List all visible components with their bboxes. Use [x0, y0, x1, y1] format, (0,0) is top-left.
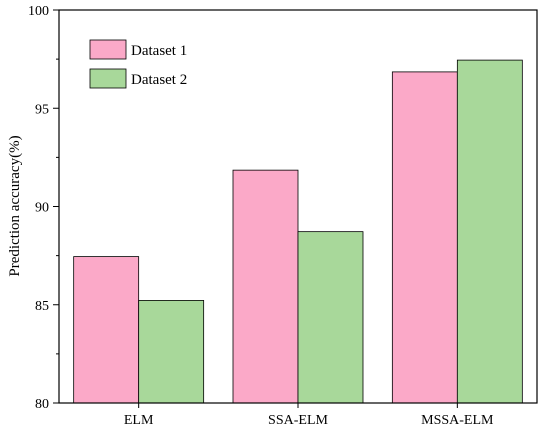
plot-frame: [58, 9, 538, 404]
bar-ssa-elm-series-1: [232, 169, 299, 404]
bar-mssa-elm-series-1: [391, 71, 458, 404]
x-tick-label: SSA-ELM: [268, 413, 328, 428]
legend: Dataset 1 Dataset 2: [89, 39, 187, 89]
bars-group: [73, 59, 523, 404]
x-tick-label: ELM: [124, 413, 154, 428]
ticks-group: ELM SSA-ELM MSSA-ELM 80 85 90 95 100: [28, 4, 494, 428]
y-tick-label: 95: [35, 102, 49, 117]
legend-swatch-series-2: [89, 68, 127, 89]
x-tick-label: MSSA-ELM: [421, 413, 494, 428]
y-tick-label: 85: [35, 299, 49, 314]
bar-mssa-elm-series-2: [456, 59, 523, 404]
legend-label-series-1: Dataset 1: [131, 43, 187, 59]
bar-elm-series-2: [138, 300, 205, 404]
legend-label-series-2: Dataset 2: [131, 72, 187, 88]
y-tick-label: 100: [28, 4, 49, 19]
legend-swatch-series-1: [89, 39, 127, 60]
bar-ssa-elm-series-2: [297, 231, 364, 404]
y-tick-label: 90: [35, 201, 49, 216]
y-tick-label: 80: [35, 397, 49, 412]
bar-elm-series-1: [73, 256, 140, 404]
y-axis-title: Prediction accuracy(%): [7, 135, 23, 276]
